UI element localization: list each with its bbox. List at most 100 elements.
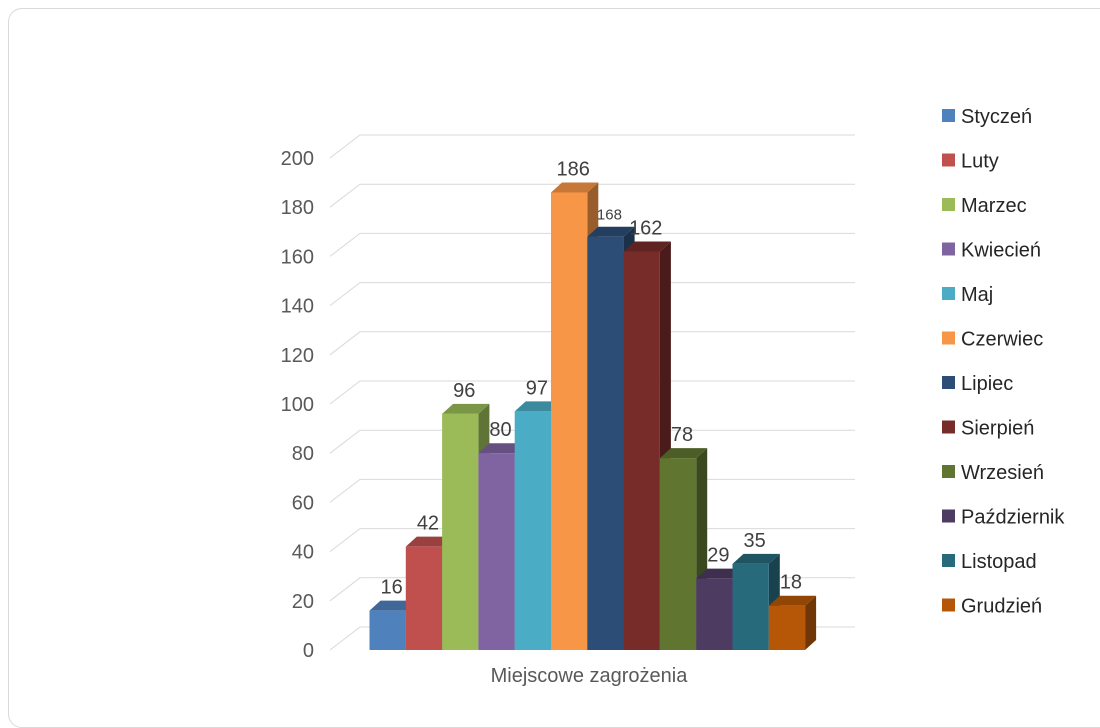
bar-front [478,453,515,650]
legend-label: Styczeń [961,106,1032,128]
legend-item: Wrzesień [942,462,1044,484]
bar-front [696,578,733,650]
bar-top [478,443,526,454]
bar-Wrzesień [659,448,708,650]
bar-front [405,546,443,650]
legend-swatch [942,331,955,345]
legend-label: Grudzień [961,596,1042,618]
legend-item: Listopad [942,551,1037,573]
y-tick-label: 120 [281,345,314,367]
bar-top [551,182,599,193]
legend-item: Styczeń [942,106,1032,128]
legend-label: Lipiec [961,373,1013,395]
bar-front [659,458,697,650]
legend-label: Kwiecień [961,240,1041,262]
bar-Listopad [732,553,780,650]
legend-swatch [942,376,955,389]
legend-swatch [942,598,955,612]
bar-side [805,595,817,650]
bar-top [587,226,635,237]
legend-swatch [942,153,955,167]
bar-chart: 0 20 40 60 80 100 120 140 160 180 200 16 42 96 80 97 18… [281,106,1066,687]
legend-swatch [942,109,955,122]
legend-label: Maj [961,284,993,306]
legend-item: Sierpień [942,418,1034,440]
data-label: 186 [556,158,589,180]
y-tick-label: 0 [303,640,314,662]
data-label: 29 [707,545,729,567]
data-label: 168 [597,207,622,224]
bar-front [514,411,551,650]
data-label: 97 [526,377,548,399]
gridline [329,282,855,306]
legend-label: Sierpień [961,418,1034,440]
bar-front [623,251,660,651]
bar-Grudzień [768,595,817,650]
bar-front [732,563,769,650]
legend-swatch [942,509,955,523]
gridline [329,380,855,405]
bar-top [696,568,744,579]
legend-swatch [942,420,955,434]
data-label: 96 [453,380,475,402]
bar-top [514,401,562,412]
data-label: 78 [671,424,693,446]
legend-label: Luty [961,151,999,173]
legend-label: Marzec [961,195,1027,217]
bar-front [587,236,624,650]
bar-front [442,413,479,650]
legend-item: Lipiec [942,373,1013,395]
legend-item: Czerwiec [942,329,1043,351]
legend: Styczeń Luty Marzec Kwiecień Maj Czerwiec Lipi… [942,106,1065,618]
gridlines [329,134,855,651]
bar-top [442,403,490,414]
legend-swatch [942,554,955,567]
bar-top [369,600,417,611]
y-tick-label: 100 [281,394,314,416]
bar-front [369,610,406,650]
legend-swatch [942,242,955,256]
bar-top [623,241,671,252]
y-axis-ticks: 0 20 40 60 80 100 120 140 160 180 200 [281,148,314,662]
y-tick-label: 20 [292,591,314,613]
y-tick-label: 40 [292,542,314,564]
legend-swatch [942,287,955,300]
data-label: 80 [489,419,511,441]
legend-label: Wrzesień [961,462,1044,484]
bar-top [659,448,708,459]
x-axis-category-label: Miejscowe zagrożenia [491,665,689,687]
legend-swatch [942,198,955,211]
gridline [329,183,855,208]
gridline [329,429,855,454]
legend-swatch [942,465,955,478]
data-label: 18 [780,572,802,594]
data-label: 42 [417,513,439,535]
bar-front [551,192,588,650]
y-tick-label: 60 [292,492,314,514]
bar-top [768,595,817,606]
legend-item: Październik [942,507,1065,529]
y-tick-label: 80 [292,443,314,465]
legend-label: Październik [961,507,1065,529]
legend-item: Marzec [942,195,1027,217]
legend-item: Luty [942,151,999,173]
data-labels: 16 42 96 80 97 186 168 162 78 29 35 18 [381,158,803,598]
y-tick-label: 160 [281,246,314,268]
data-label: 35 [744,530,766,552]
legend-item: Maj [942,284,993,306]
legend-label: Czerwiec [961,329,1043,351]
y-tick-label: 180 [281,197,314,219]
legend-label: Listopad [961,551,1037,573]
gridline [329,331,855,356]
bar-top [405,536,454,547]
bar-front [768,605,806,650]
legend-item: Grudzień [942,596,1042,618]
data-label: 162 [629,217,662,239]
gridline [329,134,855,159]
y-tick-label: 140 [281,296,314,318]
y-tick-label: 200 [281,148,314,170]
legend-item: Kwiecień [942,240,1041,262]
bars [369,182,817,651]
gridline [329,232,855,257]
bar-top [732,553,780,564]
